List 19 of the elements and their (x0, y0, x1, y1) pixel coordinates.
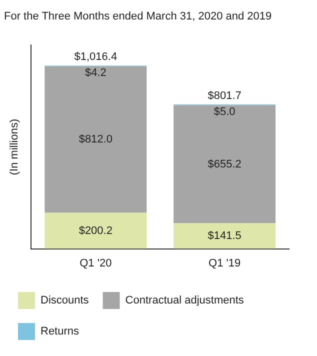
bar (44, 66, 147, 213)
data-label: $5.0 (214, 106, 236, 118)
data-label: $655.2 (208, 158, 242, 170)
y-axis-title: (In millions) (8, 118, 21, 176)
data-label: $812.0 (78, 134, 112, 146)
data-label: $200.2 (78, 224, 112, 237)
x-tick-label: Q1 '20 (80, 257, 112, 270)
bar (174, 105, 276, 224)
legend-label: Discounts (40, 294, 90, 307)
data-label: $4.2 (84, 66, 106, 79)
chart-title: For the Three Months ended March 31, 2020 and 2019 (4, 10, 272, 23)
total-label: $1,016.4 (74, 51, 118, 64)
total-label: $801.7 (208, 90, 242, 102)
legend-label: Returns (40, 326, 80, 338)
x-tick-label: Q1 '19 (208, 257, 241, 270)
legend-label: Contractual adjustments (125, 294, 244, 307)
data-label: $141.5 (208, 230, 242, 242)
bar (44, 212, 147, 249)
bar (174, 223, 276, 249)
